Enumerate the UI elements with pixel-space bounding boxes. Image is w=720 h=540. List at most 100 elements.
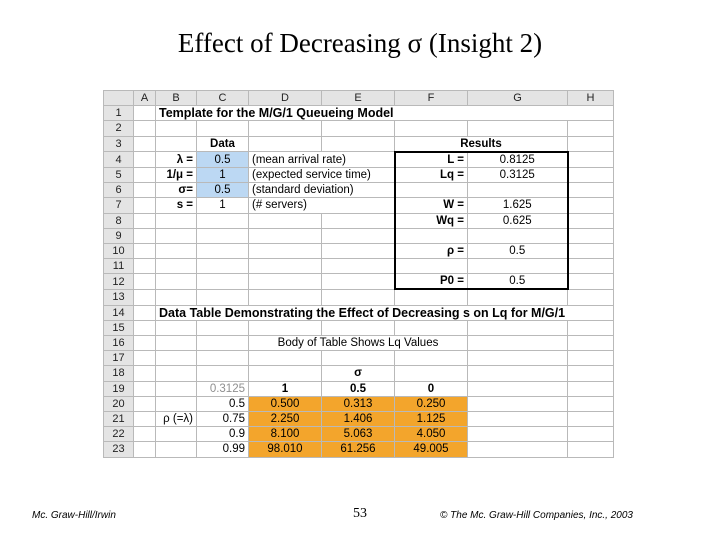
cell[interactable] xyxy=(467,182,569,199)
cell[interactable] xyxy=(133,441,156,458)
row-header[interactable]: 6 xyxy=(103,182,134,199)
cell[interactable] xyxy=(567,227,614,244)
cell[interactable] xyxy=(321,273,395,290)
cell[interactable] xyxy=(155,395,197,412)
cell[interactable] xyxy=(155,365,197,382)
mu-label-cell[interactable]: 1/μ = xyxy=(155,166,197,184)
cell[interactable] xyxy=(155,334,197,352)
cell[interactable] xyxy=(133,120,156,137)
cell[interactable] xyxy=(133,426,156,443)
cell[interactable] xyxy=(133,288,156,306)
cell[interactable] xyxy=(567,365,614,382)
cell[interactable] xyxy=(248,258,322,275)
lq-result-cell[interactable]: 1.125 xyxy=(394,410,468,428)
servers-value-cell[interactable]: 1 xyxy=(196,197,249,214)
row-header[interactable]: 7 xyxy=(103,197,134,214)
cell[interactable] xyxy=(196,242,249,260)
Lq-label-cell[interactable]: Lq = xyxy=(393,166,468,184)
cell[interactable] xyxy=(155,212,197,229)
cell[interactable] xyxy=(567,441,614,458)
cell[interactable] xyxy=(133,105,156,122)
cell[interactable] xyxy=(567,395,614,412)
lambda-desc-cell[interactable]: (mean arrival rate) xyxy=(248,151,395,168)
cell[interactable] xyxy=(196,258,249,275)
cell[interactable] xyxy=(321,242,395,260)
cell[interactable] xyxy=(155,227,197,244)
rho-row-value-cell[interactable]: 0.5 xyxy=(196,395,249,412)
L-value-cell[interactable]: 0.8125 xyxy=(467,150,569,168)
cell[interactable] xyxy=(196,273,249,290)
column-header-g[interactable]: G xyxy=(467,89,568,107)
cell[interactable] xyxy=(133,395,156,412)
lq-result-cell[interactable]: 98.010 xyxy=(248,441,322,458)
data-table-title-cell[interactable]: Data Table Demonstrating the Effect of D… xyxy=(155,304,614,321)
cell[interactable] xyxy=(155,350,197,367)
row-header[interactable]: 12 xyxy=(103,273,134,290)
cell[interactable] xyxy=(567,319,614,337)
results-header-cell[interactable]: Results xyxy=(394,135,568,153)
lq-result-cell[interactable]: 49.005 xyxy=(394,441,468,458)
mu-value-cell[interactable]: 1 xyxy=(196,166,249,184)
row-header[interactable]: 19 xyxy=(103,380,134,397)
row-header[interactable]: 13 xyxy=(103,288,134,306)
cell[interactable] xyxy=(467,410,568,428)
sigma-axis-label-cell[interactable]: σ xyxy=(321,365,395,382)
column-header-e[interactable]: E xyxy=(321,89,395,107)
cell[interactable] xyxy=(196,120,249,137)
cell[interactable] xyxy=(467,258,569,275)
cell[interactable] xyxy=(567,350,614,367)
cell[interactable] xyxy=(467,380,568,397)
row-header[interactable]: 14 xyxy=(103,304,134,321)
cell[interactable] xyxy=(248,135,322,153)
cell[interactable] xyxy=(567,380,614,397)
data-header-cell[interactable]: Data xyxy=(196,135,249,153)
sigma-header-cell[interactable]: 0 xyxy=(394,380,468,397)
cell[interactable] xyxy=(196,227,249,244)
cell[interactable] xyxy=(467,120,568,137)
cell[interactable] xyxy=(467,288,568,306)
L-label-cell[interactable]: L = xyxy=(393,150,468,168)
cell[interactable] xyxy=(133,410,156,428)
cell[interactable] xyxy=(567,135,614,153)
row-header[interactable]: 22 xyxy=(103,426,134,443)
row-header[interactable]: 4 xyxy=(103,151,134,168)
cell[interactable] xyxy=(567,288,614,306)
lambda-value-cell[interactable]: 0.5 xyxy=(196,151,249,168)
rho-axis-label-cell[interactable]: ρ (=λ) xyxy=(155,410,197,428)
cell[interactable] xyxy=(467,395,568,412)
lq-result-cell[interactable]: 1.406 xyxy=(321,410,395,428)
cell[interactable] xyxy=(567,182,614,199)
rho-row-value-cell[interactable]: 0.99 xyxy=(196,441,249,458)
cell[interactable] xyxy=(467,334,568,352)
cell[interactable] xyxy=(321,212,395,229)
cell[interactable] xyxy=(321,319,395,337)
sigma-header-cell[interactable]: 0.5 xyxy=(321,380,395,397)
cell[interactable] xyxy=(248,120,322,137)
cell[interactable] xyxy=(393,182,468,199)
P0-value-cell[interactable]: 0.5 xyxy=(467,273,569,291)
lq-result-cell[interactable]: 0.313 xyxy=(321,395,395,412)
row-header[interactable]: 10 xyxy=(103,242,134,260)
cell[interactable] xyxy=(567,151,614,168)
row-header[interactable]: 8 xyxy=(103,212,134,229)
lq-result-cell[interactable]: 2.250 xyxy=(248,410,322,428)
cell[interactable] xyxy=(133,350,156,367)
cell[interactable] xyxy=(393,227,468,244)
cell[interactable] xyxy=(196,319,249,337)
cell[interactable] xyxy=(467,319,568,337)
cell[interactable] xyxy=(394,288,468,306)
row-header[interactable]: 1 xyxy=(103,105,134,122)
servers-label-cell[interactable]: s = xyxy=(155,197,197,214)
cell[interactable] xyxy=(133,197,156,214)
row-header[interactable]: 9 xyxy=(103,227,134,244)
cell[interactable] xyxy=(196,350,249,367)
cell[interactable] xyxy=(467,365,568,382)
lambda-label-cell[interactable]: λ = xyxy=(155,151,197,168)
rho-row-value-cell[interactable]: 0.75 xyxy=(196,410,249,428)
Lq-value-cell[interactable]: 0.3125 xyxy=(467,166,569,184)
row-header[interactable]: 16 xyxy=(103,334,134,352)
cell[interactable] xyxy=(394,319,468,337)
cell[interactable] xyxy=(155,380,197,397)
W-value-cell[interactable]: 1.625 xyxy=(467,197,569,214)
cell[interactable] xyxy=(133,242,156,260)
